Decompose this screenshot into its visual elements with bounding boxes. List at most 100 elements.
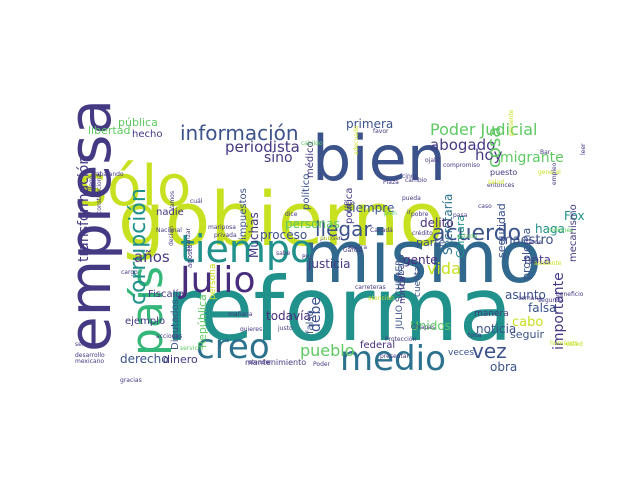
cloud-word-130: empleo bbox=[551, 162, 558, 185]
cloud-word-40: primera bbox=[346, 117, 393, 131]
cloud-word-6: país bbox=[122, 266, 173, 356]
cloud-word-102: semana bbox=[518, 295, 542, 302]
cloud-word-38: proceso bbox=[260, 228, 307, 242]
cloud-word-126: carreteras bbox=[355, 284, 386, 291]
cloud-word-64: político bbox=[300, 174, 312, 210]
cloud-word-34: maestro bbox=[500, 233, 554, 248]
cloud-word-15: corrupción bbox=[126, 188, 151, 305]
cloud-word-36: todavía bbox=[266, 309, 311, 323]
cloud-word-106: desarrollo bbox=[75, 352, 105, 359]
cloud-word-112: cargo bbox=[121, 269, 138, 276]
cloud-word-99: asistente bbox=[534, 260, 562, 267]
cloud-word-32: gente bbox=[403, 253, 438, 267]
cloud-word-26: sino bbox=[264, 150, 293, 166]
cloud-word-140: tarde bbox=[526, 239, 542, 246]
cloud-word-78: persona bbox=[208, 264, 218, 300]
cloud-word-108: acciones bbox=[156, 333, 182, 340]
cloud-word-11: acuerdo bbox=[432, 221, 521, 246]
cloud-word-143: salud bbox=[488, 179, 504, 186]
cloud-word-117: cabildo bbox=[301, 140, 323, 147]
cloud-word-131: entonces bbox=[487, 182, 514, 189]
cloud-word-16: años bbox=[134, 248, 170, 266]
cloud-word-18: abogado bbox=[430, 136, 495, 154]
cloud-word-133: presente bbox=[508, 109, 515, 136]
cloud-word-104: atender bbox=[248, 359, 272, 366]
cloud-word-129: general bbox=[538, 169, 561, 176]
cloud-word-29: seguridad bbox=[495, 203, 508, 258]
cloud-word-90: adecuado bbox=[353, 125, 360, 155]
cloud-word-79: mantenimiento bbox=[245, 358, 306, 367]
cloud-word-97: cinco bbox=[402, 173, 418, 180]
cloud-word-148: nuevo bbox=[320, 235, 339, 242]
cloud-word-69: nadie bbox=[156, 207, 184, 218]
cloud-word-82: mañana bbox=[228, 311, 253, 318]
cloud-word-120: Chiapas bbox=[411, 324, 435, 331]
cloud-word-132: compromiso bbox=[443, 162, 480, 169]
cloud-word-144: humanos bbox=[550, 340, 578, 347]
cloud-word-1: gobierno bbox=[118, 177, 445, 263]
cloud-word-88: privada bbox=[214, 232, 237, 239]
cloud-word-89: mariposa bbox=[208, 224, 236, 231]
cloud-word-7: tiempo bbox=[180, 227, 313, 271]
cloud-word-30: Cámara bbox=[454, 215, 467, 258]
cloud-word-95: cambio bbox=[405, 177, 427, 184]
cloud-word-123: constitucional bbox=[96, 172, 103, 214]
cloud-word-43: derecho bbox=[120, 352, 169, 366]
cloud-word-48: obra bbox=[490, 360, 517, 374]
cloud-word-94: favor bbox=[373, 128, 389, 135]
cloud-word-49: nota bbox=[524, 253, 551, 267]
cloud-word-74: mecanismo bbox=[568, 204, 579, 262]
cloud-word-37: personas bbox=[285, 217, 340, 231]
cloud-word-9: creo bbox=[196, 327, 270, 367]
cloud-word-125: Protección bbox=[385, 336, 416, 343]
cloud-word-118: estado bbox=[457, 233, 478, 240]
cloud-word-138: pueda bbox=[402, 195, 421, 202]
cloud-word-63: Diputados bbox=[170, 299, 181, 350]
cloud-word-113: ser bbox=[75, 341, 85, 348]
cloud-word-54: haga bbox=[535, 222, 565, 236]
cloud-word-96: ir bbox=[407, 209, 412, 216]
cloud-word-71: JULIO SCHERER bbox=[395, 260, 405, 331]
cloud-word-51: asunto bbox=[505, 288, 546, 302]
cloud-word-111: servicio bbox=[180, 345, 203, 352]
cloud-word-146: caso bbox=[478, 203, 492, 210]
cloud-word-70: Fiscalía bbox=[148, 288, 184, 300]
cloud-word-39: siempre bbox=[346, 201, 394, 215]
cloud-word-83: millones bbox=[548, 227, 573, 234]
cloud-word-59: libertad bbox=[88, 124, 130, 137]
cloud-word-142: Bar bbox=[540, 149, 551, 156]
word-cloud-words: reformagobiernomismobiensóloempresapaíst… bbox=[56, 99, 587, 384]
cloud-word-87: Nacional bbox=[156, 227, 182, 234]
cloud-word-127: cuál bbox=[190, 198, 203, 205]
cloud-word-20: cosa bbox=[484, 127, 505, 168]
cloud-word-27: migrante bbox=[500, 150, 564, 166]
cloud-word-81: gracias bbox=[120, 377, 142, 384]
cloud-word-76: nunca bbox=[398, 276, 408, 304]
cloud-word-50: falsa bbox=[528, 301, 557, 315]
cloud-word-55: Fox bbox=[564, 209, 585, 223]
cloud-word-137: PRI bbox=[302, 254, 312, 261]
cloud-word-61: impuestos bbox=[238, 188, 249, 240]
cloud-word-119: Plaza bbox=[383, 179, 399, 186]
cloud-word-14: periodista bbox=[225, 138, 300, 156]
cloud-word-147: pueden bbox=[320, 235, 343, 242]
cloud-word-10: medio bbox=[340, 339, 446, 379]
cloud-word-91: plan bbox=[384, 210, 397, 217]
cloud-word-0: reforma bbox=[165, 258, 513, 361]
cloud-word-128: dice bbox=[285, 211, 298, 218]
cloud-word-56: seguir bbox=[510, 328, 545, 341]
cloud-word-110: quieres bbox=[240, 326, 262, 333]
cloud-word-2: mismo bbox=[300, 215, 542, 299]
cloud-word-145: usted bbox=[566, 341, 583, 348]
cloud-word-52: trabajo bbox=[396, 254, 407, 290]
cloud-word-53: problema bbox=[520, 228, 533, 280]
cloud-word-58: pública bbox=[118, 116, 158, 129]
cloud-word-85: Canadá bbox=[370, 227, 393, 234]
cloud-word-25: Muchas bbox=[247, 212, 261, 258]
cloud-word-73: parte bbox=[416, 236, 446, 249]
cloud-word-62: República bbox=[196, 294, 209, 348]
cloud-word-8: Julio bbox=[178, 260, 255, 301]
cloud-word-107: mexicano bbox=[75, 358, 104, 365]
cloud-word-75: puesto bbox=[490, 168, 517, 177]
cloud-word-13: Poder Judicial bbox=[430, 120, 537, 139]
